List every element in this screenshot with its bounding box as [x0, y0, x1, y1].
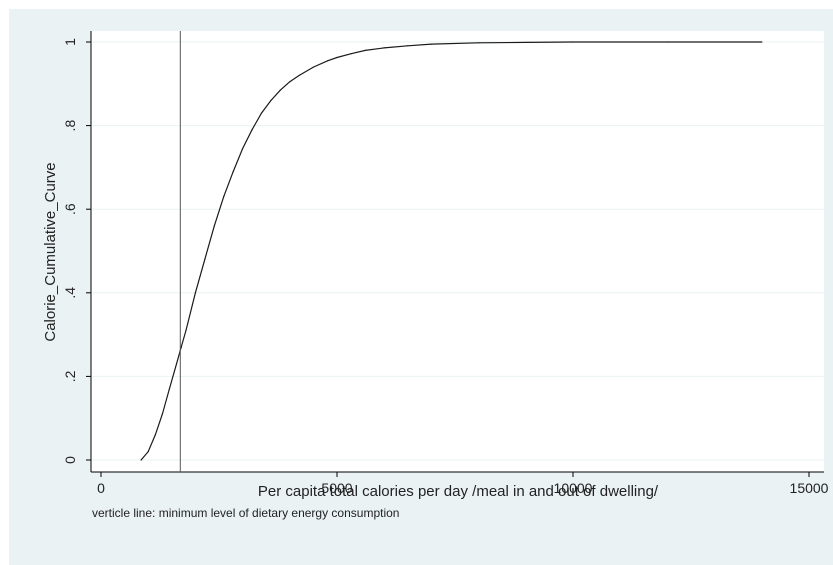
data-point: [260, 112, 263, 114]
x-tick-label-3: 15000: [790, 480, 829, 496]
data-point: [147, 451, 149, 453]
ticks: 0 5000 10000 15000 0 .2 .4 .6 .8 1: [62, 38, 829, 496]
y-tick-label-0: 0: [62, 456, 78, 464]
data-point: [666, 41, 669, 43]
y-tick-label-4: .8: [62, 120, 78, 132]
data-point: [289, 81, 291, 83]
y-tick-label-1: .2: [62, 370, 78, 382]
data-point: [242, 147, 244, 150]
data-point: [350, 53, 352, 55]
data-point: [383, 47, 385, 49]
series-group: [140, 41, 763, 461]
data-point: [168, 388, 171, 390]
x-tick-label-1: 5000: [321, 480, 352, 496]
data-point: [525, 41, 527, 44]
data-point: [194, 292, 196, 294]
data-point: [175, 363, 178, 365]
data-point: [154, 434, 156, 436]
data-point: [572, 41, 574, 43]
data-point: [298, 74, 300, 77]
x-tick-label-2: 10000: [554, 480, 593, 496]
data-point: [326, 60, 329, 62]
plot-area: [91, 31, 824, 472]
y-tick-label-2: .4: [62, 287, 78, 299]
y-axis-title: Calorie_Cumulative_Curve: [42, 162, 59, 341]
y-tick-label-5: 1: [62, 38, 78, 46]
data-point: [270, 99, 272, 102]
x-tick-label-0: 0: [97, 480, 105, 496]
data-point: [161, 413, 163, 415]
data-point: [180, 346, 182, 348]
data-point: [213, 225, 215, 227]
data-point: [140, 459, 142, 461]
x-axis-title: Per capita total calories per day /meal …: [258, 483, 659, 500]
data-point: [312, 66, 314, 68]
data-point: [336, 56, 338, 59]
data-point: [478, 42, 480, 44]
data-point: [407, 45, 409, 47]
data-point: [364, 49, 366, 51]
data-point: [251, 129, 253, 131]
data-point: [223, 196, 225, 198]
data-point: [232, 170, 234, 173]
data-point: [761, 41, 763, 43]
axes: [90, 31, 824, 473]
y-tick-label-3: .6: [62, 203, 78, 215]
data-point: [430, 43, 432, 45]
data-point: [279, 89, 281, 91]
chart-note: verticle line: minimum level of dietary …: [92, 506, 399, 520]
data-point: [185, 329, 187, 332]
data-point: [204, 258, 206, 260]
